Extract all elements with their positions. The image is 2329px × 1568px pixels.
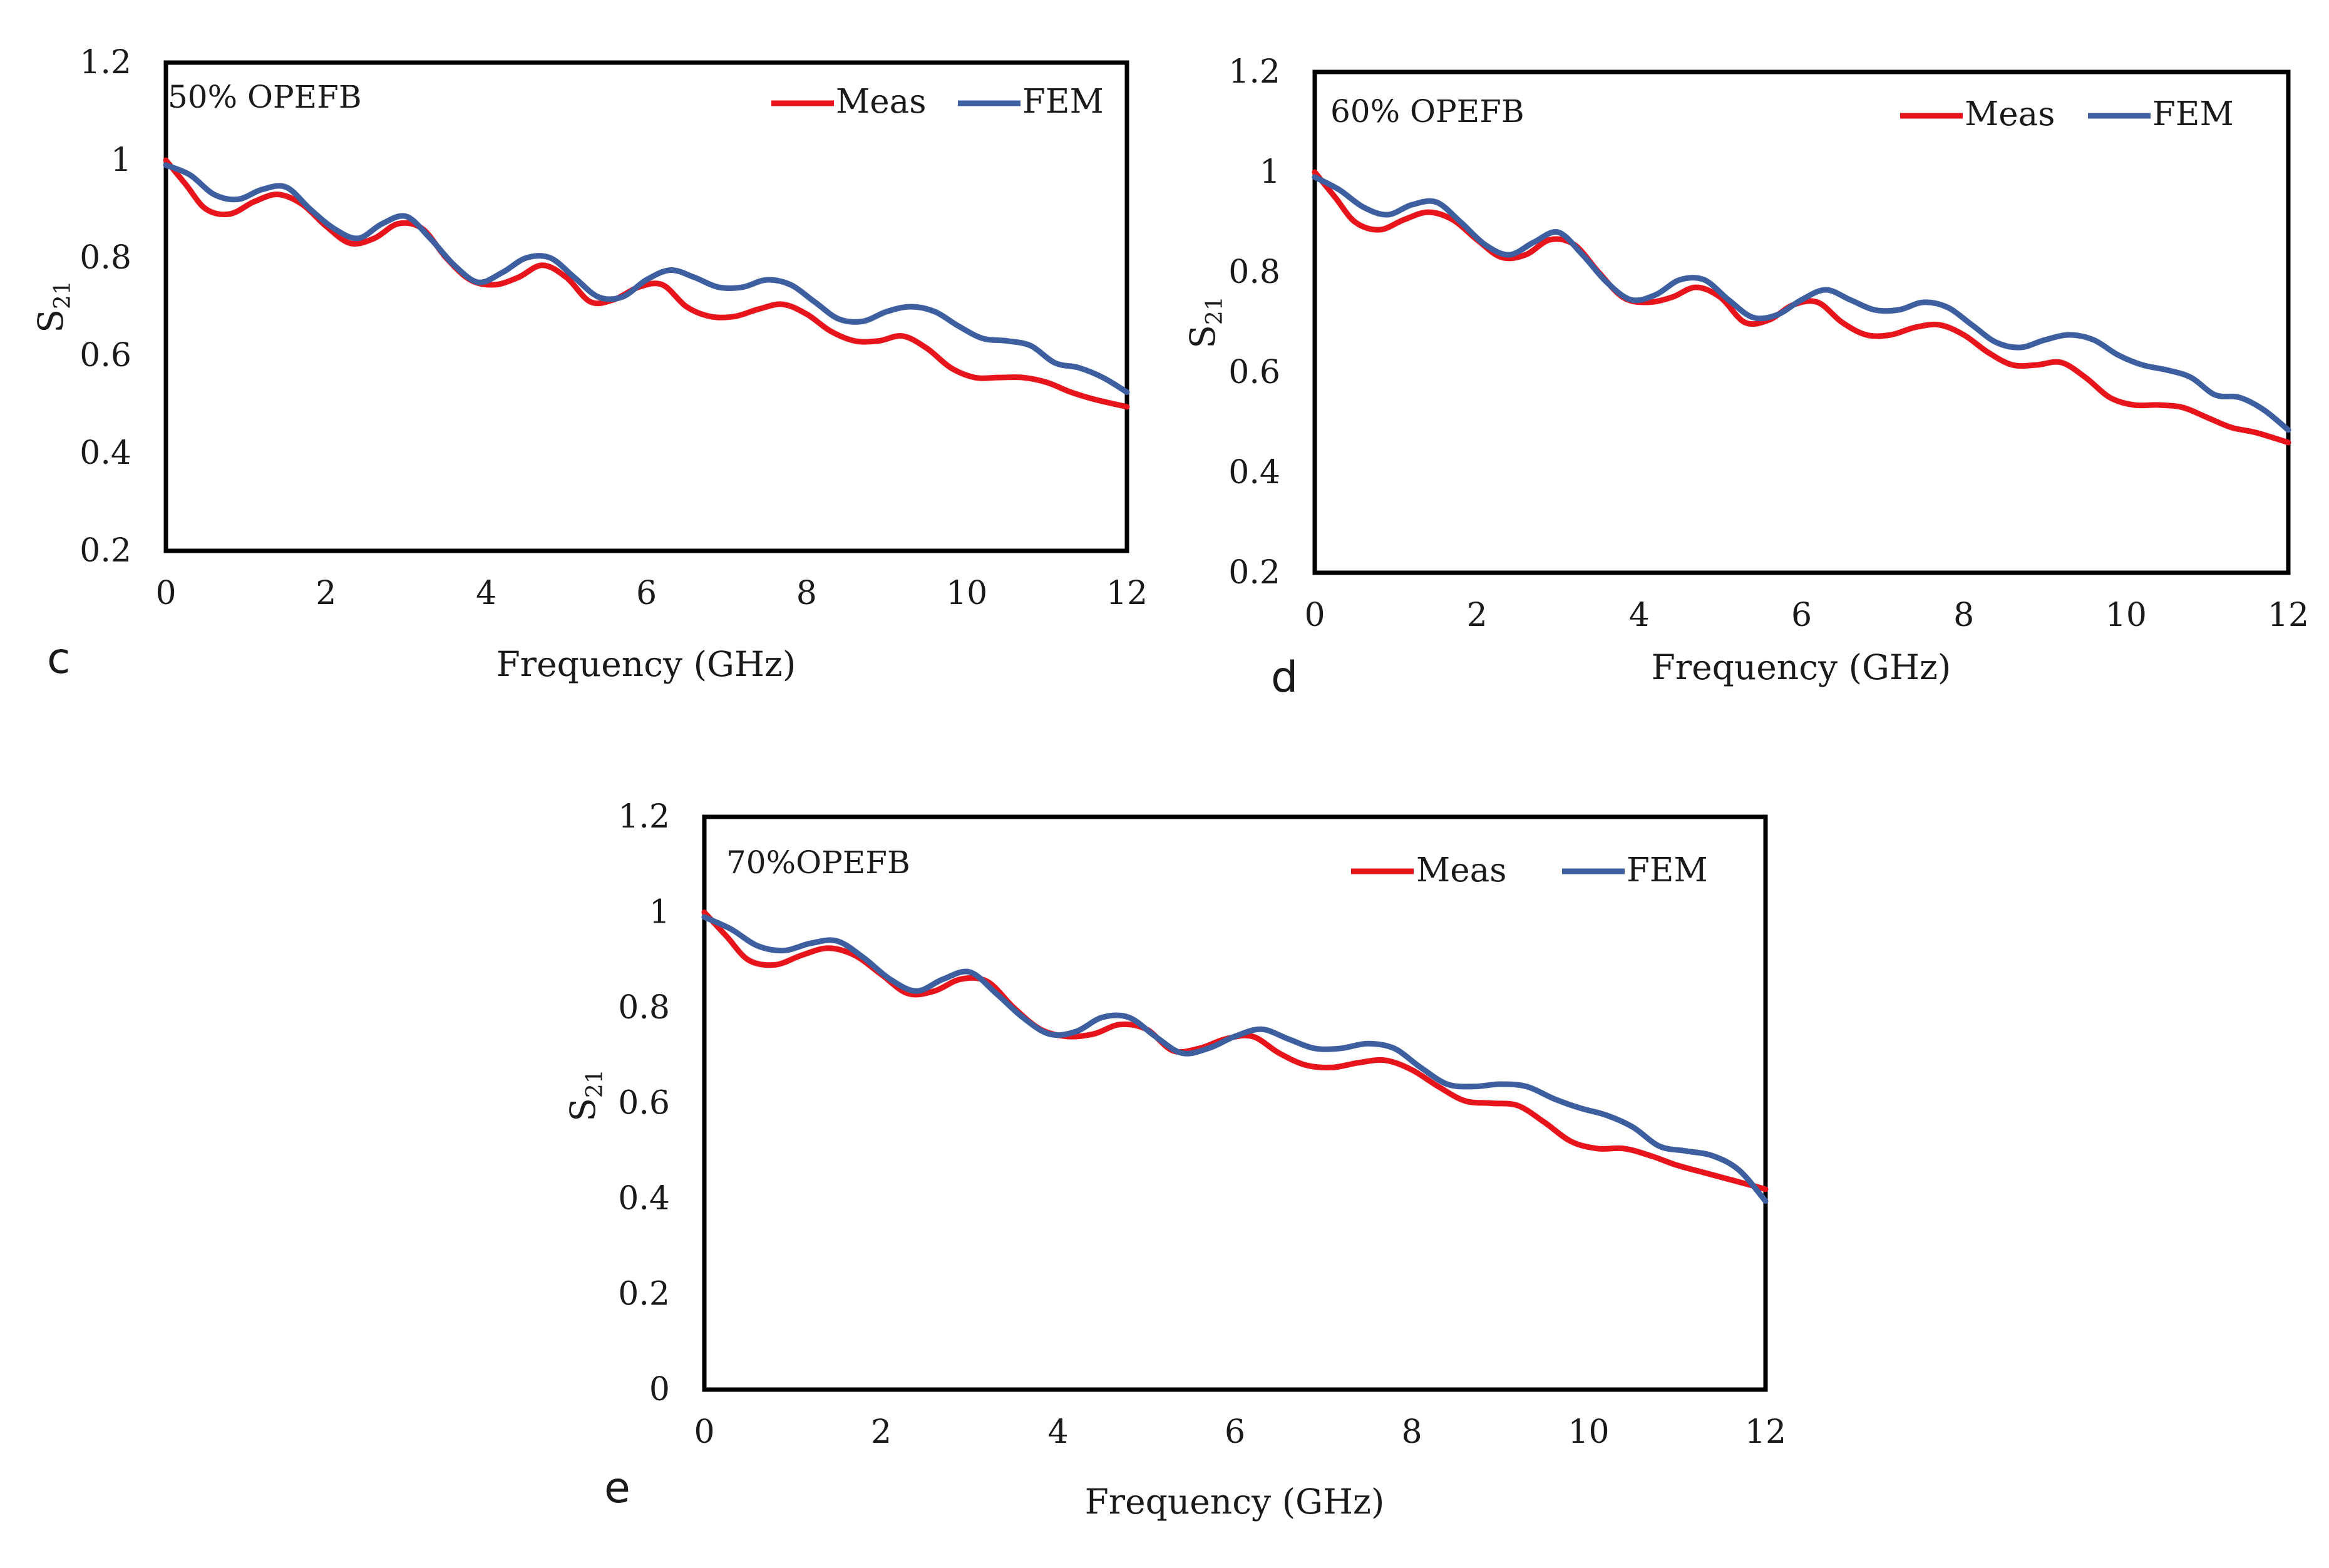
x-tick-label: 8 bbox=[796, 575, 817, 612]
svg-text:S21: S21 bbox=[31, 280, 76, 333]
y-axis-label: S21 bbox=[563, 1069, 608, 1122]
x-tick-label: 10 bbox=[2105, 597, 2147, 634]
chart-panel-e: 0 0.2 0.4 0.6 0.8 1 1.2 0 2 4 6 8 10 12 70%OPEFB Mea… bbox=[563, 798, 1786, 1522]
y-axis-label-main: S bbox=[1183, 325, 1223, 349]
panel-annotation: 60% OPEFB bbox=[1330, 93, 1524, 130]
y-tick-label: 1 bbox=[649, 894, 670, 931]
legend: Meas FEM bbox=[771, 83, 1104, 121]
series-line-fem bbox=[163, 162, 1130, 395]
y-tick-label: 0.6 bbox=[1228, 354, 1280, 391]
y-tick-label: 0.8 bbox=[80, 239, 131, 277]
x-tick-label: 0 bbox=[155, 575, 176, 612]
y-axis-label-subscript: 21 bbox=[50, 280, 76, 309]
x-tick-labels: 0 2 4 6 8 10 12 bbox=[155, 575, 1148, 612]
legend-label-meas: Meas bbox=[1965, 95, 2055, 133]
legend-label-meas: Meas bbox=[1416, 851, 1506, 889]
x-tick-label: 12 bbox=[2268, 597, 2309, 634]
legend: Meas FEM bbox=[1351, 851, 1708, 889]
x-tick-label: 4 bbox=[476, 575, 496, 612]
y-tick-label: 0.2 bbox=[1228, 554, 1280, 592]
x-tick-label: 10 bbox=[946, 575, 987, 612]
y-tick-label: 1 bbox=[111, 141, 131, 179]
panel-annotation: 70%OPEFB bbox=[726, 844, 910, 881]
series-layer bbox=[1312, 169, 2291, 446]
y-axis-label-subscript: 21 bbox=[1202, 296, 1228, 325]
y-axis-label-subscript: 21 bbox=[582, 1069, 608, 1098]
y-tick-label: 1.2 bbox=[618, 798, 670, 836]
y-tick-label: 0.2 bbox=[80, 532, 131, 570]
svg-text:S21: S21 bbox=[1183, 296, 1228, 349]
legend-label-fem: FEM bbox=[1022, 83, 1104, 121]
series-line-fem bbox=[701, 914, 1769, 1204]
y-tick-label: 0.4 bbox=[80, 434, 131, 472]
x-tick-label: 8 bbox=[1401, 1413, 1422, 1451]
y-tick-label: 0.2 bbox=[618, 1276, 670, 1313]
legend-label-fem: FEM bbox=[1627, 851, 1708, 889]
plot-area-frame bbox=[163, 60, 1129, 553]
y-tick-label: 0.6 bbox=[618, 1085, 670, 1122]
x-axis-label: Frequency (GHz) bbox=[1085, 1482, 1385, 1522]
chart-panel-c: 0.2 0.4 0.6 0.8 1 1.2 0 2 4 6 8 10 12 50% OPEFB Mea… bbox=[31, 44, 1148, 684]
panel-letter: d bbox=[1271, 653, 1298, 702]
y-tick-label: 1.2 bbox=[80, 44, 131, 81]
x-tick-label: 4 bbox=[1047, 1413, 1068, 1451]
legend: Meas FEM bbox=[1900, 95, 2234, 133]
x-tick-label: 0 bbox=[694, 1413, 714, 1451]
y-tick-labels: 0.2 0.4 0.6 0.8 1 1.2 bbox=[80, 44, 131, 570]
y-tick-label: 0.4 bbox=[618, 1180, 670, 1217]
svg-text:S21: S21 bbox=[563, 1069, 608, 1122]
x-axis-label: Frequency (GHz) bbox=[1652, 647, 1951, 687]
y-axis-label-main: S bbox=[563, 1098, 603, 1122]
y-tick-label: 0.4 bbox=[1228, 454, 1280, 491]
y-tick-label: 0.8 bbox=[618, 989, 670, 1027]
panel-letter: c bbox=[47, 634, 70, 684]
x-tick-label: 10 bbox=[1568, 1413, 1609, 1451]
legend-label-fem: FEM bbox=[2152, 95, 2234, 133]
panel-letter: e bbox=[604, 1463, 630, 1513]
x-tick-label: 0 bbox=[1304, 597, 1325, 634]
y-tick-labels: 0.2 0.4 0.6 0.8 1 1.2 bbox=[1228, 53, 1280, 592]
y-tick-label: 0.8 bbox=[1228, 254, 1280, 291]
y-tick-label: 0 bbox=[649, 1371, 670, 1408]
y-tick-label: 1 bbox=[1260, 153, 1280, 191]
legend-label-meas: Meas bbox=[836, 83, 926, 121]
y-axis-label-main: S bbox=[31, 309, 71, 333]
x-tick-label: 12 bbox=[1106, 575, 1148, 612]
x-tick-label: 2 bbox=[871, 1413, 892, 1451]
y-tick-label: 1.2 bbox=[1228, 53, 1280, 91]
x-tick-label: 12 bbox=[1745, 1413, 1786, 1451]
y-tick-labels: 0 0.2 0.4 0.6 0.8 1 1.2 bbox=[618, 798, 670, 1408]
y-axis-label: S21 bbox=[1183, 296, 1228, 349]
panel-annotation: 50% OPEFB bbox=[168, 79, 362, 115]
x-tick-label: 8 bbox=[1953, 597, 1974, 634]
x-tick-label: 2 bbox=[1467, 597, 1488, 634]
series-line-fem bbox=[1312, 174, 2291, 433]
x-tick-label: 2 bbox=[316, 575, 336, 612]
x-tick-label: 6 bbox=[1791, 597, 1812, 634]
plot-area-frame bbox=[1312, 69, 2291, 575]
x-tick-labels: 0 2 4 6 8 10 12 bbox=[1304, 597, 2309, 634]
y-tick-label: 0.6 bbox=[80, 337, 131, 374]
series-layer bbox=[701, 910, 1769, 1204]
x-tick-label: 6 bbox=[1225, 1413, 1245, 1451]
x-tick-labels: 0 2 4 6 8 10 12 bbox=[694, 1413, 1786, 1451]
y-axis-label: S21 bbox=[31, 280, 76, 333]
chart-panel-d: 0.2 0.4 0.6 0.8 1 1.2 0 2 4 6 8 10 12 60% OPEFB Mea… bbox=[1183, 53, 2309, 702]
x-tick-label: 4 bbox=[1629, 597, 1650, 634]
series-layer bbox=[163, 157, 1130, 410]
x-tick-label: 6 bbox=[636, 575, 657, 612]
plot-area-frame bbox=[702, 814, 1768, 1392]
x-axis-label: Frequency (GHz) bbox=[496, 644, 796, 684]
